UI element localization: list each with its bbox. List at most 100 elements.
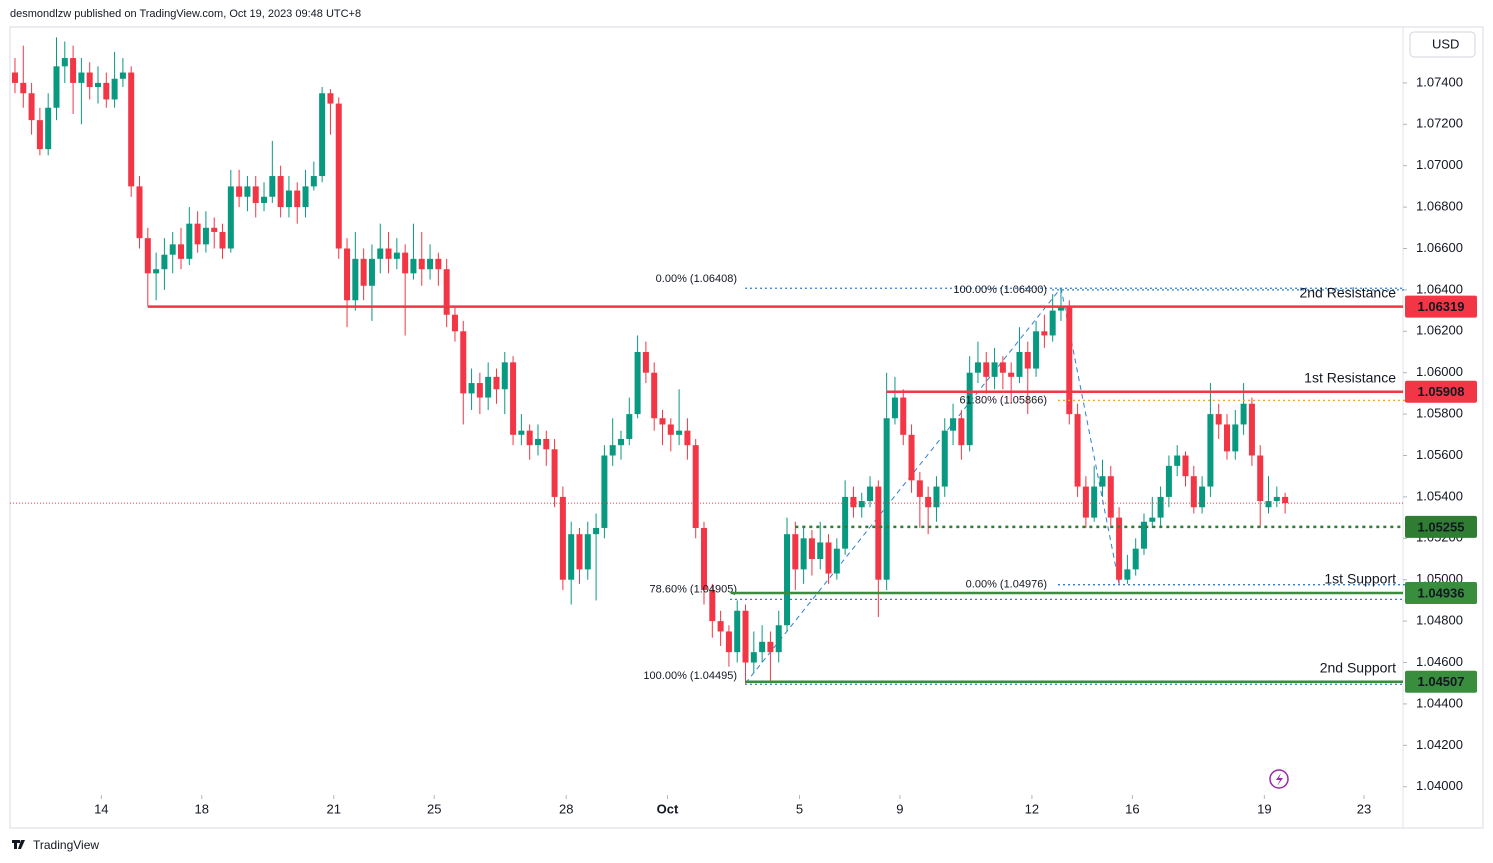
- candle-body: [285, 190, 292, 208]
- y-tick-label: 1.07200: [1416, 116, 1463, 131]
- candle-body: [1232, 424, 1239, 452]
- candle-body: [576, 534, 583, 570]
- y-tick-label: 1.04800: [1416, 613, 1463, 628]
- candle-body: [202, 227, 209, 245]
- fib-label: 0.00% (1.04976): [966, 579, 1047, 591]
- candle-body: [352, 258, 359, 301]
- x-tick-label: 25: [427, 801, 441, 816]
- candle-body: [1207, 414, 1214, 487]
- candle-body: [402, 252, 409, 274]
- candle-body: [609, 445, 616, 456]
- candle-body: [759, 641, 766, 653]
- candle-body: [1116, 517, 1123, 580]
- fib-label: 100.00% (1.04495): [643, 670, 737, 682]
- footer: TradingView: [33, 838, 99, 852]
- candle-body: [327, 93, 334, 104]
- candle-body: [916, 480, 923, 497]
- candle-body: [526, 430, 533, 446]
- candle-body: [1140, 521, 1147, 549]
- candle-body: [584, 534, 591, 570]
- candle-body: [377, 248, 384, 259]
- candle-body: [1107, 476, 1114, 518]
- candle-body: [1024, 352, 1031, 369]
- x-tick-label: 12: [1025, 801, 1039, 816]
- candle-body: [1066, 306, 1073, 415]
- currency-button[interactable]: [1409, 31, 1476, 58]
- y-tick-label: 1.06400: [1416, 281, 1463, 296]
- candle-body: [1165, 465, 1172, 497]
- candle-body: [70, 58, 77, 83]
- candle-body: [427, 258, 434, 270]
- candle-body: [601, 455, 608, 528]
- candle-body: [1265, 501, 1272, 508]
- candle-body: [850, 496, 857, 508]
- candle-body: [136, 186, 143, 239]
- candle-body: [659, 418, 666, 425]
- candle-body: [335, 103, 342, 249]
- event-icon[interactable]: [1269, 769, 1289, 789]
- x-tick-label: 14: [94, 801, 108, 816]
- candle-body: [817, 542, 824, 560]
- x-tick-label: 5: [796, 801, 803, 816]
- candle-body: [128, 72, 135, 187]
- y-tick-label: 1.05600: [1416, 447, 1463, 462]
- level-price: 1.04507: [1418, 674, 1465, 689]
- y-tick-label: 1.06600: [1416, 240, 1463, 255]
- candle-body: [684, 430, 691, 446]
- candle-body: [1157, 496, 1164, 518]
- candle-body: [194, 223, 201, 245]
- candle-body: [651, 372, 658, 419]
- candle-body: [642, 352, 649, 373]
- candle-body: [725, 631, 732, 653]
- x-tick-label: 9: [896, 801, 903, 816]
- candle-body: [867, 486, 874, 502]
- candle-body: [1074, 414, 1081, 487]
- candle-body: [45, 107, 52, 150]
- y-tick-label: 1.05400: [1416, 488, 1463, 503]
- event-bolt: [1276, 773, 1283, 786]
- candle-body: [792, 534, 799, 570]
- candle-body: [983, 362, 990, 377]
- candle-body: [144, 238, 151, 274]
- candle-body: [1149, 517, 1156, 522]
- candle-body: [20, 82, 27, 94]
- candle-body: [991, 362, 998, 377]
- candle-body: [559, 496, 566, 580]
- candle-body: [858, 501, 865, 508]
- candle-body: [950, 418, 957, 431]
- y-tick-label: 1.07400: [1416, 74, 1463, 89]
- candle-body: [219, 231, 226, 249]
- logo: [12, 840, 25, 849]
- fib-label: 78.60% (1.04905): [650, 583, 737, 595]
- candle-body: [626, 414, 633, 439]
- candle-body: [119, 72, 126, 79]
- candle-body: [974, 362, 981, 373]
- x-tick-label: 18: [195, 801, 209, 816]
- candle-body: [767, 641, 774, 653]
- candle-body: [692, 445, 699, 528]
- y-tick-label: 1.04600: [1416, 654, 1463, 669]
- candle-body: [211, 227, 218, 232]
- level-price: 1.05255: [1418, 519, 1465, 534]
- candle-body: [833, 548, 840, 574]
- candle-body: [36, 120, 43, 150]
- level-label: 2nd Resistance: [1299, 284, 1396, 300]
- currency-label[interactable]: USD: [1432, 36, 1459, 51]
- candle-body: [900, 397, 907, 435]
- candle-body: [1049, 310, 1056, 336]
- level-price-box: [1405, 670, 1477, 693]
- candle-body: [368, 258, 375, 286]
- x-tick-label: 19: [1257, 801, 1271, 816]
- candle-body: [958, 418, 965, 446]
- candle-body: [775, 625, 782, 653]
- candle-body: [103, 82, 110, 100]
- candle-body: [551, 449, 558, 497]
- candle-body: [186, 223, 193, 259]
- candle-body: [468, 383, 475, 394]
- candle-body: [634, 352, 641, 415]
- candle-body: [750, 652, 757, 663]
- candle-body: [510, 362, 517, 435]
- candle-body: [11, 72, 18, 83]
- candle-body: [784, 534, 791, 626]
